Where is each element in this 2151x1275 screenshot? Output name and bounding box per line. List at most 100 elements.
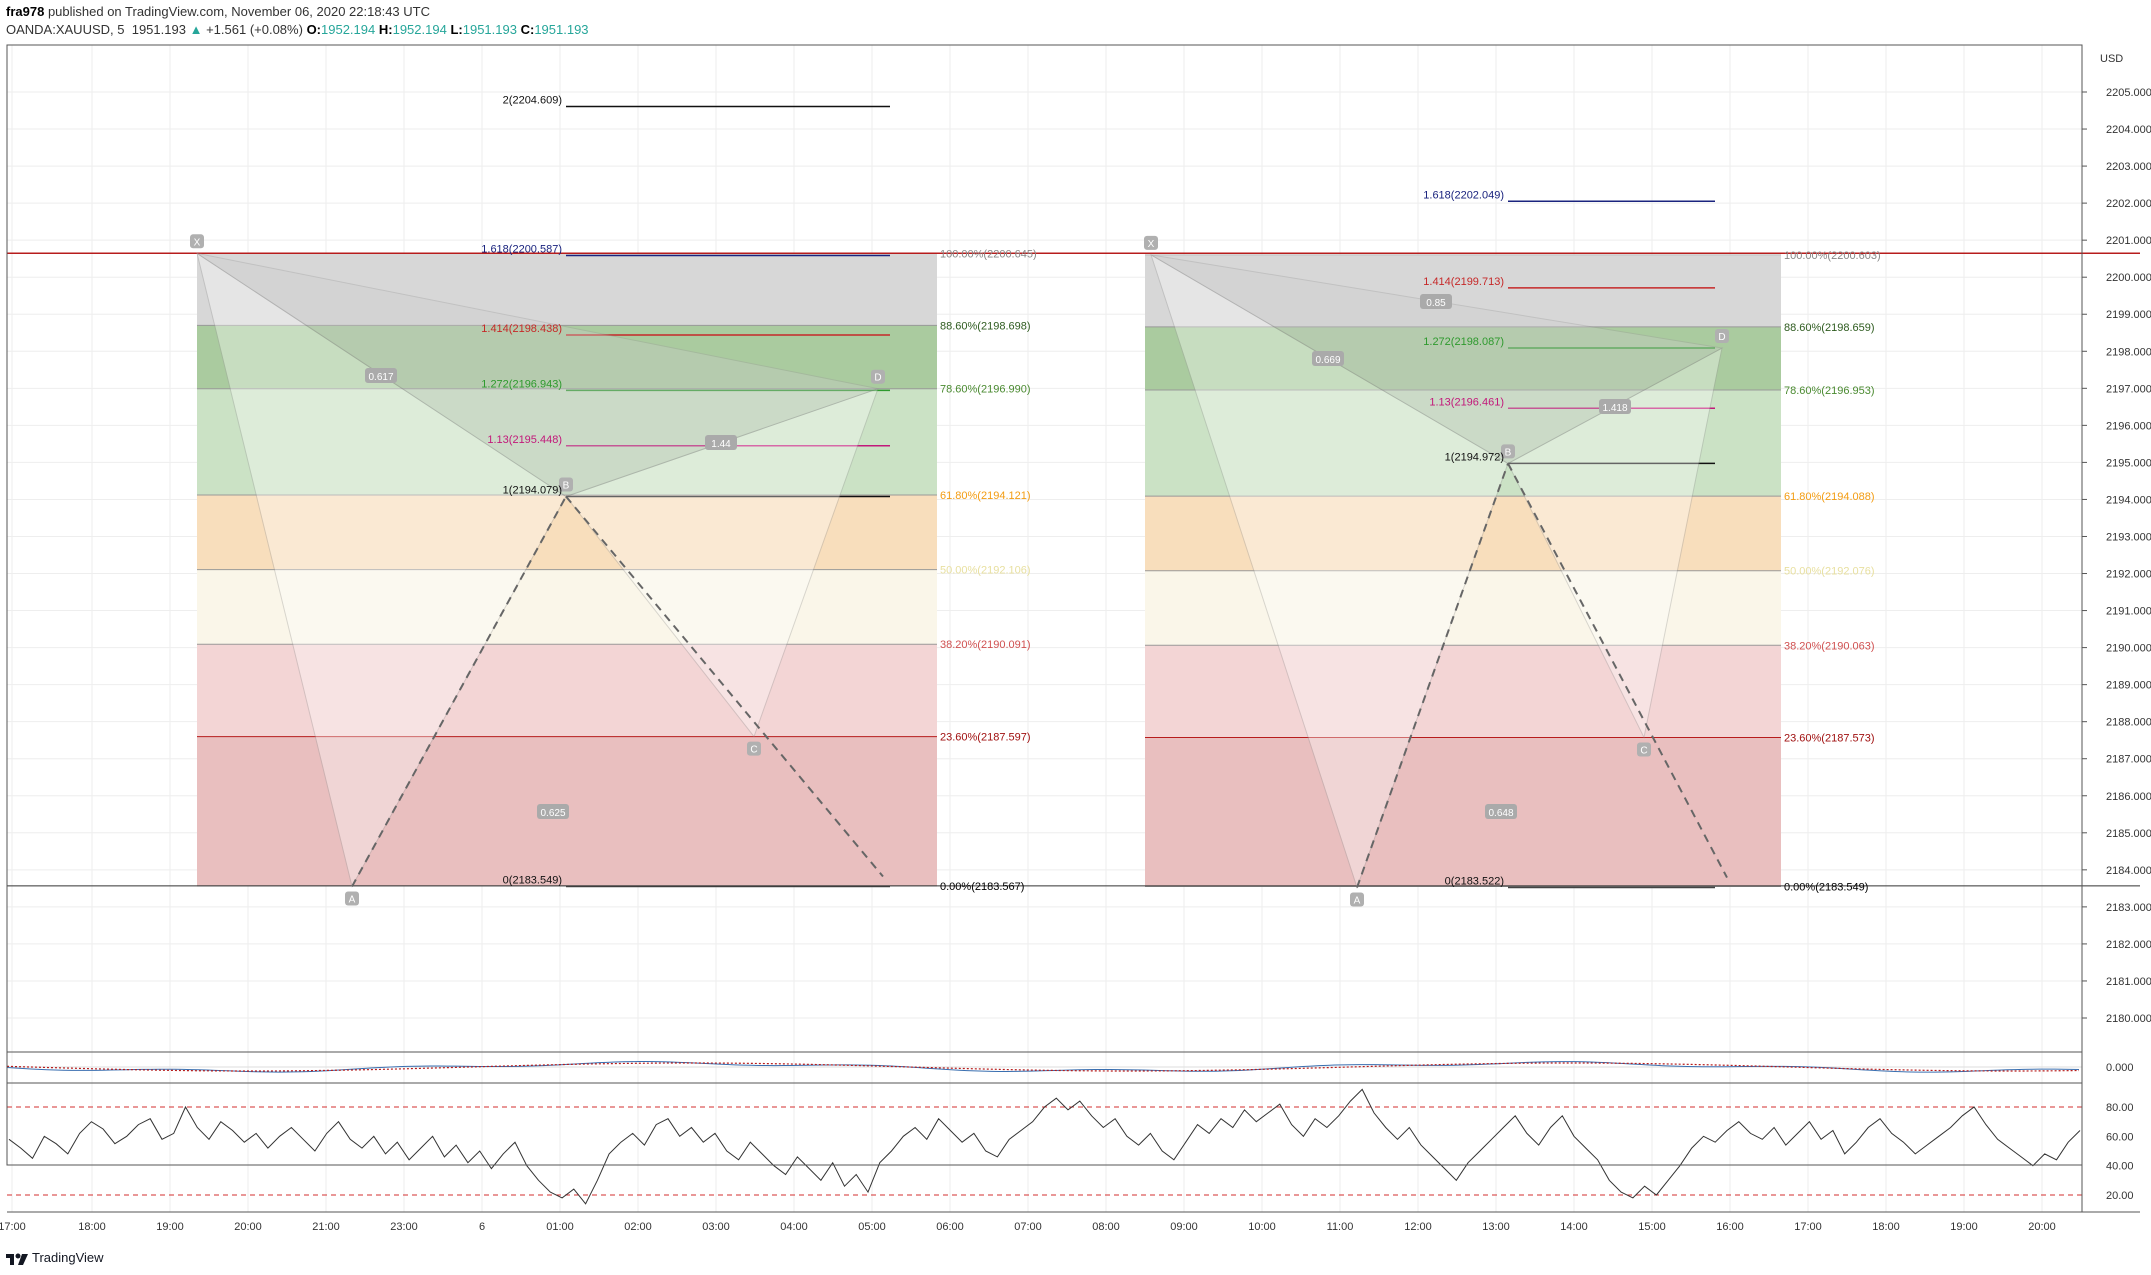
pattern-point-label: B — [1505, 447, 1512, 458]
price-axis[interactable]: 2180.000 2181.000 2182.000 2183.000 2184.000… — [2082, 87, 2151, 1025]
fib-extension-label: 1(2194.079) — [503, 485, 562, 497]
fib-extension-label: 1.272(2196.943) — [481, 378, 562, 390]
time-tick-label: 04:00 — [780, 1221, 808, 1233]
fib-extension-label: 1.618(2202.049) — [1423, 189, 1504, 201]
ratio-label: 0.669 — [1315, 355, 1340, 366]
low-label: L: — [450, 22, 463, 37]
pattern-point-marker — [1350, 892, 1364, 907]
footer-brand[interactable]: TradingView — [6, 1250, 104, 1265]
price-tick-label: 2200.000 — [2106, 272, 2151, 284]
time-tick-label: 23:00 — [390, 1221, 418, 1233]
fib-extension-label: 0(2183.549) — [503, 875, 562, 887]
pattern-point-marker — [1144, 235, 1158, 250]
pattern-point-marker — [747, 741, 761, 756]
pattern-point-marker — [1501, 444, 1515, 459]
pattern-point-label: A — [1354, 896, 1361, 907]
close-label: C: — [520, 22, 535, 37]
fib-level-label: 88.60%(2198.698) — [940, 320, 1031, 332]
fib-extension-label: 0(2183.522) — [1445, 876, 1504, 888]
time-tick-label: 15:00 — [1638, 1221, 1666, 1233]
time-tick-label: 08:00 — [1092, 1221, 1120, 1233]
ratio-badge — [1485, 804, 1517, 819]
pattern-point-label: D — [1718, 332, 1725, 343]
harmonic-patterns[interactable]: X A B C D 0.617 0.625 1.44 X A B C D 0.669 0.85 0.648 1.… — [190, 234, 1729, 907]
fib-level-label: 78.60%(2196.953) — [1784, 385, 1875, 397]
fib-band — [197, 644, 937, 737]
time-tick-label: 19:00 — [156, 1221, 184, 1233]
open-label: O: — [306, 22, 322, 37]
osc-tick-label: 40.00 — [2106, 1161, 2134, 1173]
fib-level-label: 38.20%(2190.063) — [1784, 640, 1875, 652]
time-tick-label: 16:00 — [1716, 1221, 1744, 1233]
fib-extension-label: 1.414(2199.713) — [1423, 276, 1504, 288]
last-price: 1951.193 — [131, 22, 186, 37]
price-tick-label: 2191.000 — [2106, 606, 2151, 618]
pane-frames — [6, 44, 2140, 1213]
ratio-badge — [1420, 294, 1452, 309]
price-tick-label: 2192.000 — [2106, 569, 2151, 581]
price-tick-label: 2203.000 — [2106, 161, 2151, 173]
pattern-point-marker — [1637, 742, 1651, 757]
fib-extension-label: 1.414(2198.438) — [481, 323, 562, 335]
price-tick-label: 2199.000 — [2106, 309, 2151, 321]
time-axis[interactable]: 17:00 18:00 19:00 20:00 21:00 23:00 6 01:00 02:0… — [0, 1221, 2056, 1233]
pattern-point-marker — [559, 477, 573, 492]
price-tick-label: 2183.000 — [2106, 902, 2151, 914]
price-tick-label: 2202.000 — [2106, 198, 2151, 210]
price-tick-label: 2193.000 — [2106, 531, 2151, 543]
time-tick-label: 20:00 — [2028, 1221, 2056, 1233]
macd-pane: 0.000 — [6, 1061, 2134, 1074]
fib-extension-label: 1.13(2195.448) — [487, 434, 562, 446]
pattern-point-label: X — [1148, 239, 1155, 250]
low-value: 1951.193 — [462, 22, 517, 37]
author-name[interactable]: fra978 — [6, 4, 45, 19]
fib-level-label: 50.00%(2192.076) — [1784, 566, 1875, 578]
pattern-leg — [1356, 463, 1509, 888]
ratio-badge — [365, 368, 397, 383]
osc-tick-label: 60.00 — [2106, 1131, 2134, 1143]
time-tick-label: 09:00 — [1170, 1221, 1198, 1233]
price-tick-label: 2187.000 — [2106, 754, 2151, 766]
price-tick-label: 2189.000 — [2106, 680, 2151, 692]
price-tick-label: 2188.000 — [2106, 717, 2151, 729]
fib-band — [1145, 496, 1781, 571]
time-tick-label: 03:00 — [702, 1221, 730, 1233]
fib-extension-label: 1(2194.972) — [1445, 451, 1504, 463]
price-tick-label: 2196.000 — [2106, 420, 2151, 432]
time-tick-label: 01:00 — [546, 1221, 574, 1233]
fib-band — [1145, 645, 1781, 738]
fib-level-label: 78.60%(2196.990) — [940, 384, 1031, 396]
time-tick-label: 05:00 — [858, 1221, 886, 1233]
macd-tick-label: 0.000 — [2106, 1062, 2134, 1074]
publish-info: fra978 published on TradingView.com, Nov… — [6, 4, 430, 19]
pattern-point-label: X — [194, 237, 201, 248]
pattern-point-marker — [1715, 329, 1729, 344]
ratio-label: 0.85 — [1426, 298, 1446, 309]
ratio-label: 1.418 — [1602, 403, 1627, 414]
fib-extension-label: 2(2204.609) — [503, 94, 562, 106]
pattern-point-marker — [190, 234, 204, 249]
pattern-point-marker — [871, 369, 885, 384]
pattern-leg — [565, 495, 884, 878]
time-tick-label: 06:00 — [936, 1221, 964, 1233]
fib-band — [197, 494, 937, 570]
fib-band — [197, 325, 937, 389]
pattern-point-marker — [345, 891, 359, 906]
time-tick-label: 02:00 — [624, 1221, 652, 1233]
time-tick-label: 18:00 — [78, 1221, 106, 1233]
price-tick-label: 2181.000 — [2106, 976, 2151, 988]
time-tick-label: 19:00 — [1950, 1221, 1978, 1233]
fib-band — [1145, 326, 1781, 391]
osc-tick-label: 80.00 — [2106, 1102, 2134, 1114]
ratio-label: 1.44 — [711, 439, 731, 450]
symbol[interactable]: OANDA:XAUUSD, 5 — [6, 22, 125, 37]
fib-band — [1145, 737, 1781, 887]
pattern-point-label: C — [750, 745, 757, 756]
price-tick-label: 2195.000 — [2106, 457, 2151, 469]
fib-level-label: 23.60%(2187.573) — [1784, 732, 1875, 744]
fib-level-label: 88.60%(2198.659) — [1784, 322, 1875, 334]
fib-level-label: 50.00%(2192.106) — [940, 565, 1031, 577]
price-tick-label: 2205.000 — [2106, 87, 2151, 99]
fib-labels: 100.00%(2200.645) 88.60%(2198.698) 78.60%(… — [481, 94, 1880, 893]
